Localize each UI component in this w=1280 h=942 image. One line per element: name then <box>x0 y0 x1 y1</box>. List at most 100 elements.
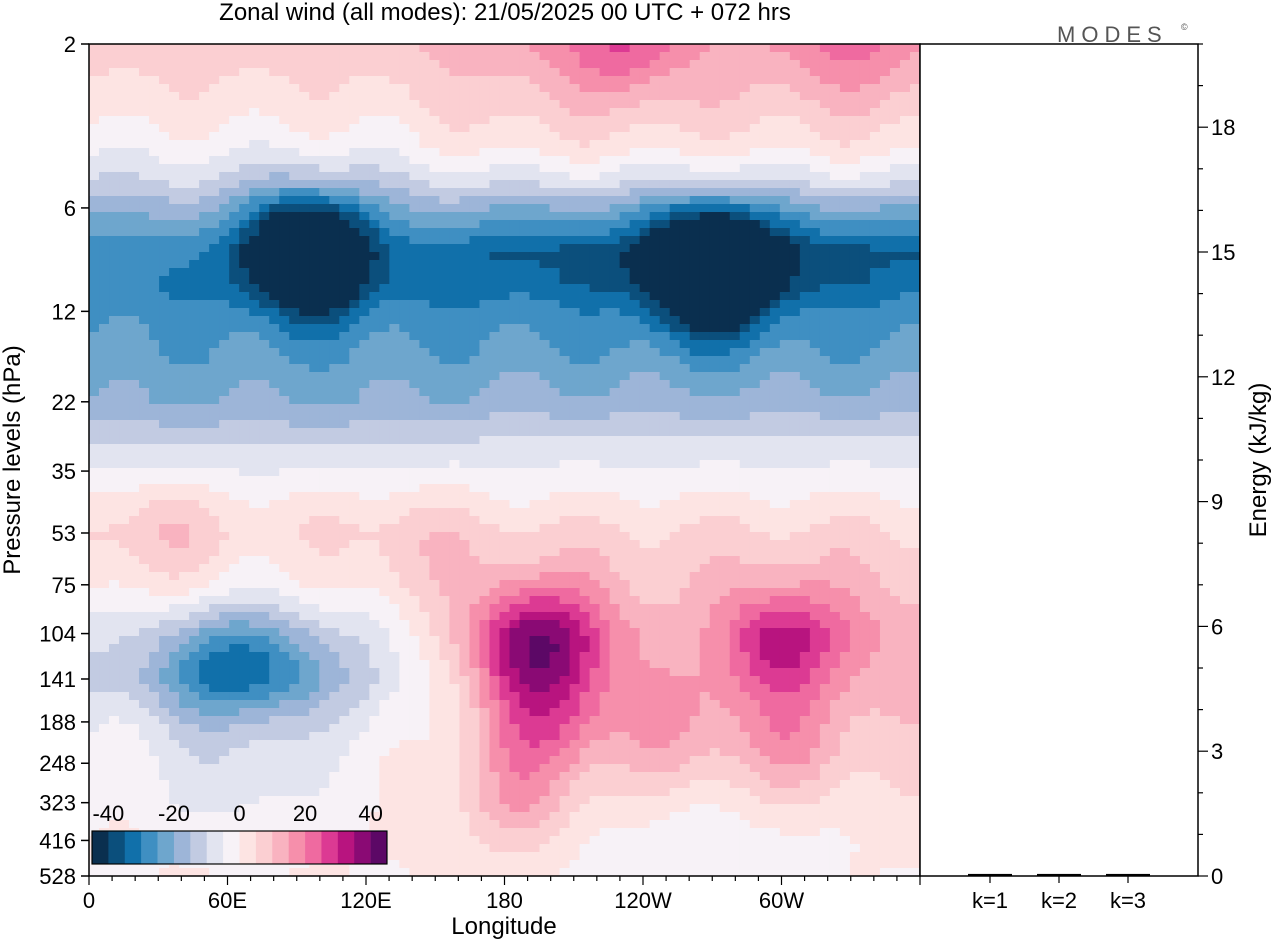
heatmap-cell <box>369 132 380 141</box>
heatmap-cell <box>379 500 390 509</box>
heatmap-cell <box>829 180 841 189</box>
heatmap-cell <box>369 60 380 69</box>
heatmap-cell <box>639 244 651 253</box>
heatmap-cell <box>719 92 731 101</box>
heatmap-cell <box>319 204 330 213</box>
heatmap-cell <box>549 428 561 437</box>
heatmap-cell <box>739 76 751 85</box>
heatmap-cell <box>579 44 591 53</box>
heatmap-cell <box>459 172 471 181</box>
heatmap-cell <box>539 220 551 229</box>
heatmap-cell <box>699 468 711 477</box>
heatmap-cell <box>189 180 200 189</box>
heatmap-cell <box>129 124 140 133</box>
heatmap-cell <box>209 292 220 301</box>
heatmap-cell <box>249 468 260 477</box>
heatmap-cell <box>789 180 801 189</box>
heatmap-cell <box>679 476 691 485</box>
heatmap-cell <box>379 148 390 157</box>
heatmap-cell <box>399 204 410 213</box>
heatmap-cell <box>249 180 260 189</box>
heatmap-cell <box>289 364 300 373</box>
heatmap-cell <box>209 44 220 53</box>
heatmap-cell <box>389 164 400 173</box>
heatmap-cell <box>659 300 671 309</box>
heatmap-cell <box>519 180 531 189</box>
heatmap-cell <box>329 212 340 221</box>
heatmap-cell <box>469 164 481 173</box>
heatmap-cell <box>829 228 841 237</box>
heatmap-cell <box>899 364 911 373</box>
heatmap-cell <box>599 300 611 309</box>
heatmap-cell <box>399 516 410 525</box>
heatmap-cell <box>649 308 661 317</box>
heatmap-cell <box>659 212 671 221</box>
heatmap-cell <box>379 228 390 237</box>
heatmap-cell <box>599 476 611 485</box>
heatmap-cell <box>429 380 441 389</box>
heatmap-cell <box>299 212 310 221</box>
heatmap-cell <box>239 500 250 509</box>
heatmap-cell <box>869 516 881 525</box>
heatmap-cell <box>859 404 871 413</box>
heatmap-cell <box>899 108 911 117</box>
heatmap-cell <box>279 420 290 429</box>
heatmap-cell <box>559 420 571 429</box>
heatmap-cell <box>809 196 821 205</box>
heatmap-cell <box>659 188 671 197</box>
heatmap-cell <box>89 148 100 157</box>
heatmap-cell <box>319 228 330 237</box>
heatmap-cell <box>779 516 791 525</box>
heatmap-cell <box>219 172 230 181</box>
heatmap-cell <box>639 340 651 349</box>
heatmap-cell <box>829 316 841 325</box>
heatmap-cell <box>299 476 310 485</box>
heatmap-cell <box>559 236 571 245</box>
heatmap-cell <box>589 412 601 421</box>
heatmap-cell <box>879 220 891 229</box>
heatmap-cell <box>549 300 561 309</box>
heatmap-cell <box>199 468 210 477</box>
heatmap-cell <box>279 476 290 485</box>
heatmap-cell <box>749 460 761 469</box>
heatmap-cell <box>819 260 831 269</box>
heatmap-cell <box>909 476 921 485</box>
heatmap-cell <box>209 284 220 293</box>
heatmap-cell <box>439 292 451 301</box>
heatmap-cell <box>389 268 400 277</box>
heatmap-cell <box>159 484 170 493</box>
heatmap-cell <box>899 428 911 437</box>
heatmap-cell <box>149 180 160 189</box>
heatmap-cell <box>889 404 901 413</box>
heatmap-cell <box>849 60 861 69</box>
heatmap-cell <box>639 108 651 117</box>
heatmap-cell <box>579 68 591 77</box>
heatmap-cell <box>99 308 110 317</box>
heatmap-cell <box>659 44 671 53</box>
heatmap-cell <box>119 420 130 429</box>
heatmap-cell <box>459 468 471 477</box>
heatmap-cell <box>829 452 841 461</box>
heatmap-cell <box>759 268 771 277</box>
heatmap-cell <box>269 220 280 229</box>
heatmap-cell <box>99 228 110 237</box>
heatmap-cell <box>829 428 841 437</box>
heatmap-cell <box>859 444 871 453</box>
heatmap-cell <box>439 244 451 253</box>
heatmap-cell <box>829 188 841 197</box>
heatmap-cell <box>149 140 160 149</box>
heatmap-cell <box>609 148 621 157</box>
heatmap-cell <box>869 468 881 477</box>
heatmap-cell <box>259 44 270 53</box>
heatmap-cell <box>809 332 821 341</box>
heatmap-cell <box>889 388 901 397</box>
heatmap-cell <box>849 132 861 141</box>
heatmap-cell <box>749 468 761 477</box>
heatmap-cell <box>699 140 711 149</box>
heatmap-cell <box>459 340 471 349</box>
heatmap-cell <box>799 428 811 437</box>
heatmap-cell <box>169 188 180 197</box>
heatmap-cell <box>739 140 751 149</box>
heatmap-cell <box>159 236 170 245</box>
heatmap-cell <box>569 204 581 213</box>
